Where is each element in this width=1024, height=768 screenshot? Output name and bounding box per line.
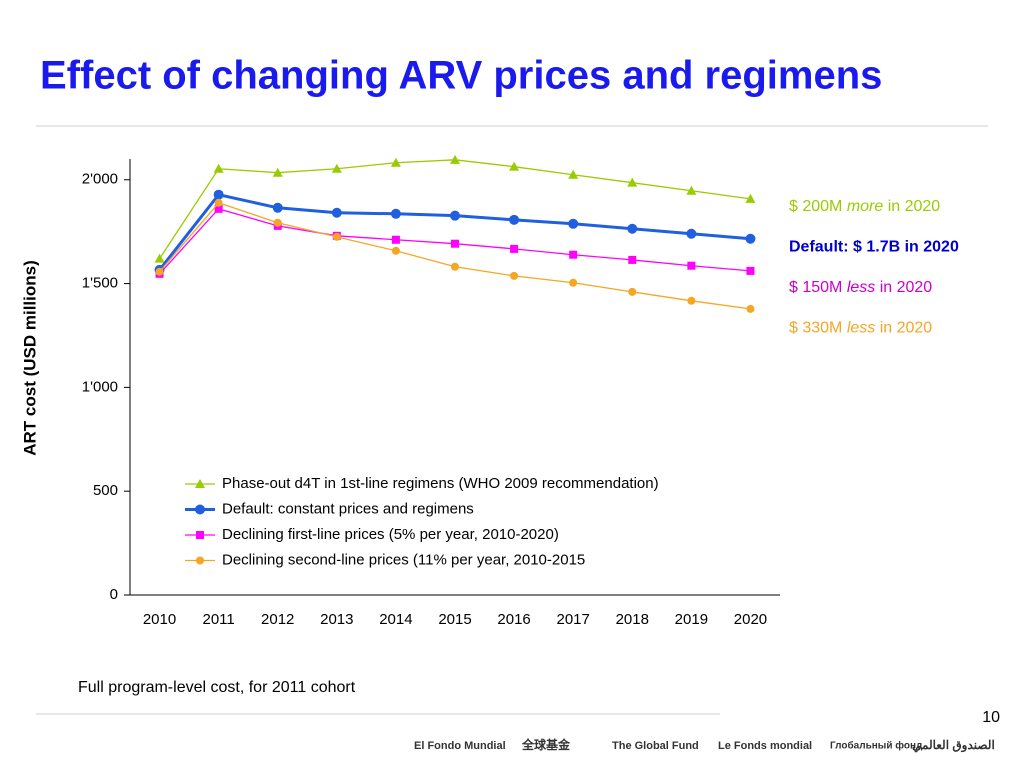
marker [687, 296, 696, 305]
marker [509, 214, 520, 225]
marker [196, 531, 204, 539]
marker [195, 504, 205, 515]
annotation-part: $ 330M [789, 320, 847, 337]
x-tick-label: 2018 [616, 611, 649, 628]
logo: 全球基金 [521, 737, 571, 752]
legend-item: Declining first-line prices (5% per year… [185, 526, 559, 543]
annotation-part: less [847, 279, 875, 296]
annotation-part: $ 200M [789, 198, 847, 215]
marker [746, 304, 755, 313]
annotation-part: in 2020 [883, 198, 940, 215]
legend-label: Declining first-line prices (5% per year… [222, 526, 559, 543]
marker [391, 235, 400, 244]
marker [745, 193, 756, 203]
marker [627, 177, 638, 187]
marker [450, 210, 460, 221]
marker [331, 163, 342, 173]
x-tick-label: 2020 [734, 611, 767, 628]
logo: الصندوق العالمي [912, 738, 995, 753]
marker [273, 218, 282, 227]
annotation: $ 200M more in 2020 [789, 198, 940, 215]
line [158, 193, 751, 271]
marker [390, 157, 401, 167]
marker [451, 262, 459, 271]
marker [568, 218, 579, 229]
series [154, 189, 756, 275]
marker [569, 278, 578, 287]
x-tick-label: 2014 [379, 611, 412, 628]
marker [332, 232, 341, 241]
x-tick-label: 2010 [143, 611, 176, 628]
x-tick-label: 2013 [320, 611, 353, 628]
x-tick-label: 2012 [261, 611, 294, 628]
marker [510, 244, 519, 253]
y-tick-label: 1'500 [82, 275, 118, 292]
logo: Глобальный фонд [830, 740, 923, 752]
logo: The Global Fund [612, 740, 699, 752]
marker [627, 223, 638, 234]
marker [746, 266, 755, 275]
x-tick-label: 2019 [675, 611, 708, 628]
x-tick-label: 2011 [203, 611, 235, 628]
y-tick-label: 500 [93, 482, 118, 499]
marker [569, 250, 578, 259]
marker [745, 233, 756, 244]
marker [510, 271, 519, 280]
marker [509, 161, 520, 171]
series [155, 198, 755, 313]
y-axis-label: ART cost (USD millions) [20, 260, 39, 456]
marker [213, 163, 224, 173]
legend-label: Declining second-line prices (11% per ye… [222, 551, 585, 568]
page-number: 10 [982, 709, 1000, 726]
marker [272, 202, 283, 213]
marker [628, 255, 637, 264]
legend-item: Phase-out d4T in 1st-line regimens (WHO … [185, 475, 659, 492]
x-tick-label: 2015 [438, 611, 471, 628]
annotation-part: $ 150M [789, 279, 847, 296]
slide-title: Effect of changing ARV prices and regime… [40, 54, 882, 98]
logos: El Fondo Mundial 全球基金 The Global Fund Le… [414, 737, 995, 753]
marker [568, 169, 579, 179]
legend-item: Declining second-line prices (11% per ye… [185, 551, 585, 568]
logo: Le Fonds mondial [718, 740, 812, 752]
x-tick-label: 2017 [556, 611, 589, 628]
y-tick-label: 0 [110, 586, 118, 603]
annotation: $ 330M less in 2020 [789, 320, 932, 337]
annotation-part: in 2020 [875, 320, 932, 337]
marker [686, 185, 697, 195]
marker [154, 253, 165, 263]
marker [195, 479, 205, 488]
x-tick-label: 2016 [497, 611, 530, 628]
annotation-part: Default: $ 1.7B in 2020 [789, 239, 959, 256]
marker [450, 154, 460, 164]
logo: El Fondo Mundial [414, 740, 506, 752]
marker [155, 267, 164, 276]
series [154, 154, 756, 263]
marker [390, 208, 401, 219]
annotation: Default: $ 1.7B in 2020 [789, 239, 959, 256]
marker [214, 204, 223, 213]
legend-item: Default: constant prices and regimens [185, 500, 474, 517]
marker [391, 246, 400, 255]
y-tick-label: 1'000 [82, 378, 118, 395]
marker [451, 239, 459, 248]
marker [628, 287, 637, 296]
footnote: Full program-level cost, for 2011 cohort [78, 679, 356, 696]
annotation-part: in 2020 [875, 279, 932, 296]
legend-label: Phase-out d4T in 1st-line regimens (WHO … [222, 475, 659, 492]
y-tick-label: 2'000 [82, 171, 118, 188]
annotation-part: more [847, 198, 884, 215]
annotation-part: less [847, 320, 875, 337]
annotation: $ 150M less in 2020 [789, 279, 932, 296]
marker [687, 261, 696, 270]
marker [272, 167, 283, 177]
marker [686, 228, 697, 239]
marker [331, 207, 342, 218]
marker [213, 189, 224, 200]
marker [196, 556, 204, 565]
marker [214, 198, 223, 207]
legend-label: Default: constant prices and regimens [222, 500, 474, 517]
